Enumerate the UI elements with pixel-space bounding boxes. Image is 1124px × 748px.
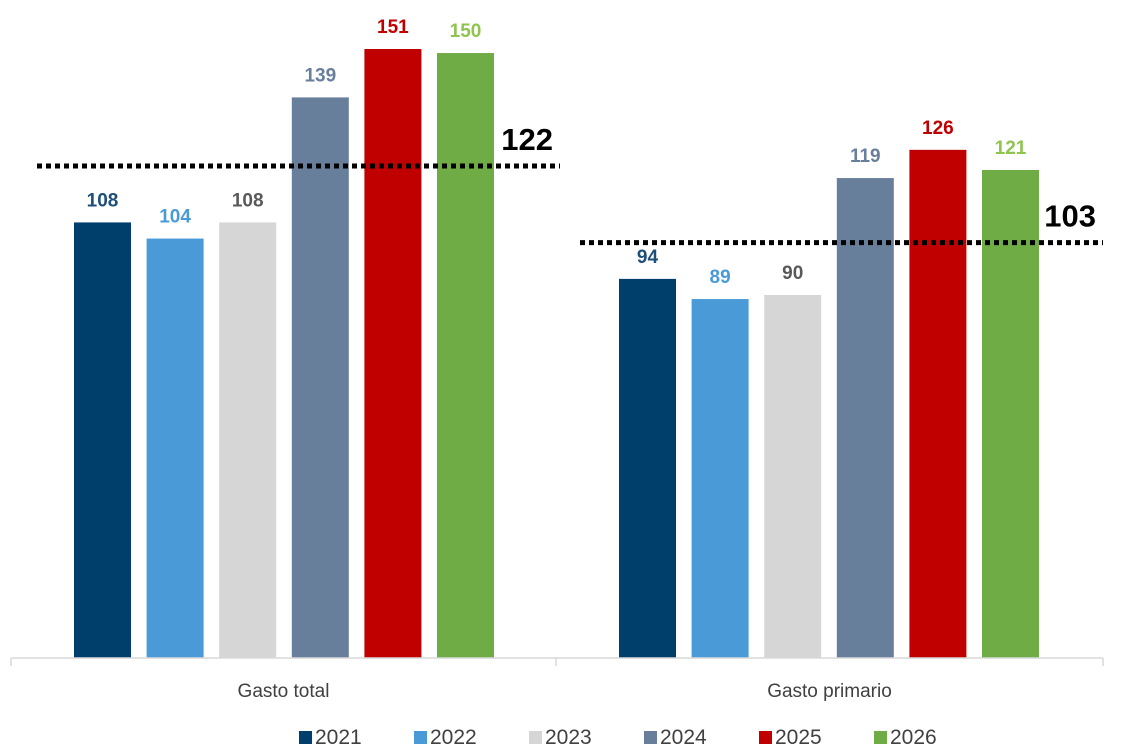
bar-2023-gasto-total xyxy=(219,222,277,659)
legend-item-2025: 2025 xyxy=(759,726,822,748)
category-label: Gasto primario xyxy=(767,681,892,702)
value-label: 94 xyxy=(637,247,659,268)
legend-swatch xyxy=(529,731,542,744)
legend-swatch xyxy=(874,731,887,744)
legend-label: 2023 xyxy=(545,726,592,748)
legend-item-2021: 2021 xyxy=(299,726,362,748)
value-label: 151 xyxy=(377,17,409,38)
bar-2023-gasto-primario xyxy=(764,295,822,658)
bar-2022-gasto-primario xyxy=(691,299,749,658)
bar-2026-gasto-total xyxy=(437,53,494,659)
bar-2021-gasto-primario xyxy=(619,278,676,658)
value-label: 119 xyxy=(850,146,881,167)
legend-swatch xyxy=(299,731,312,744)
value-labels-layer: 108 104 108 139 151 150 94 89 90 119 126 121 xyxy=(87,17,1027,288)
bar-2026-gasto-primario xyxy=(982,169,1039,658)
reference-lines-layer: 122 103 xyxy=(37,122,1103,246)
legend-label: 2026 xyxy=(890,726,937,748)
bar-2025-gasto-primario xyxy=(909,149,967,658)
value-label: 90 xyxy=(782,263,803,284)
bar-2022-gasto-total xyxy=(146,238,204,659)
bar-2021-gasto-total xyxy=(74,222,131,659)
reference-line-label: 122 xyxy=(501,122,553,157)
bar-2024-gasto-primario xyxy=(836,178,894,658)
legend-label: 2021 xyxy=(315,726,362,748)
bars-layer xyxy=(74,49,1039,659)
legend-item-2022: 2022 xyxy=(414,726,477,748)
value-label: 104 xyxy=(159,207,191,228)
value-label: 108 xyxy=(87,190,119,211)
value-label: 139 xyxy=(304,65,336,86)
legend: 2021 2022 2023 2024 2025 2026 xyxy=(299,726,937,748)
bar-2025-gasto-total xyxy=(364,49,422,658)
legend-item-2023: 2023 xyxy=(529,726,592,748)
value-label: 121 xyxy=(995,138,1027,159)
value-label: 89 xyxy=(710,267,731,288)
legend-label: 2024 xyxy=(660,726,707,748)
legend-label: 2025 xyxy=(775,726,822,748)
legend-label: 2022 xyxy=(430,726,477,748)
category-label: Gasto total xyxy=(238,681,330,702)
x-axis: Gasto total Gasto primario xyxy=(10,657,1104,702)
value-label: 126 xyxy=(922,118,954,139)
legend-item-2026: 2026 xyxy=(874,726,937,748)
legend-item-2024: 2024 xyxy=(644,726,707,748)
value-label: 150 xyxy=(450,21,482,42)
reference-line-label: 103 xyxy=(1044,199,1096,234)
bar-2024-gasto-total xyxy=(291,97,349,659)
legend-swatch xyxy=(759,731,772,744)
value-label: 108 xyxy=(232,190,264,211)
legend-swatch xyxy=(644,731,657,744)
legend-swatch xyxy=(414,731,427,744)
